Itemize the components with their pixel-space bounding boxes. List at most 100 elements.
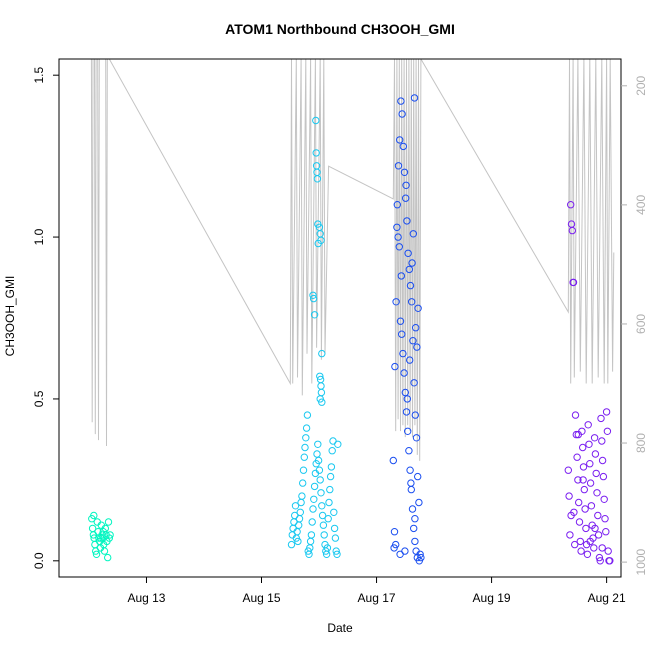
data-point bbox=[575, 518, 584, 526]
x-tick-label: Aug 17 bbox=[358, 591, 396, 605]
data-point bbox=[414, 304, 422, 312]
data-point bbox=[389, 456, 397, 465]
data-point bbox=[408, 259, 416, 267]
right-y-tick-label: 400 bbox=[634, 195, 648, 215]
data-point bbox=[301, 443, 309, 452]
data-point bbox=[100, 547, 109, 555]
data-point bbox=[310, 495, 318, 503]
data-point bbox=[571, 411, 580, 419]
data-point bbox=[306, 537, 315, 546]
data-point bbox=[567, 201, 575, 209]
data-point bbox=[287, 540, 296, 549]
data-point bbox=[402, 194, 410, 202]
data-point bbox=[581, 505, 589, 513]
altitude-trace-line bbox=[90, 59, 615, 461]
data-point bbox=[567, 511, 575, 520]
y-tick-label: 0.5 bbox=[32, 390, 46, 407]
data-point bbox=[408, 505, 417, 513]
data-point bbox=[410, 524, 418, 533]
altitude-trace-layer bbox=[90, 59, 615, 461]
data-point bbox=[398, 110, 406, 118]
data-point bbox=[309, 291, 317, 299]
x-tick-label: Aug 21 bbox=[588, 591, 626, 605]
data-point bbox=[583, 550, 592, 558]
data-point bbox=[99, 528, 108, 536]
data-point bbox=[313, 175, 322, 183]
data-point bbox=[577, 547, 585, 555]
data-point bbox=[413, 343, 421, 351]
data-point bbox=[297, 498, 305, 507]
data-point bbox=[411, 411, 419, 419]
data-point bbox=[591, 524, 599, 533]
data-point bbox=[334, 440, 342, 448]
data-point bbox=[604, 547, 612, 555]
x-axis: Aug 13 Aug 15 Aug 17 Aug 19 Aug 21 bbox=[127, 577, 626, 605]
data-point bbox=[392, 298, 400, 306]
data-point bbox=[326, 472, 335, 481]
data-point bbox=[399, 349, 407, 358]
data-point bbox=[585, 440, 593, 448]
data-point bbox=[318, 511, 327, 520]
data-point bbox=[576, 537, 584, 546]
data-point bbox=[302, 424, 311, 432]
data-point bbox=[401, 547, 409, 555]
data-point bbox=[579, 443, 587, 452]
data-point bbox=[412, 324, 420, 332]
data-point bbox=[598, 437, 606, 445]
right-y-tick-label: 200 bbox=[634, 75, 648, 95]
y-tick-label: 1.5 bbox=[32, 67, 46, 84]
data-point bbox=[105, 534, 114, 542]
data-point bbox=[317, 388, 326, 397]
data-point bbox=[410, 94, 419, 102]
data-point bbox=[579, 476, 587, 484]
data-point bbox=[568, 226, 576, 235]
data-point bbox=[104, 553, 112, 562]
data-point bbox=[307, 531, 316, 539]
data-point bbox=[597, 414, 605, 423]
data-point bbox=[603, 427, 612, 435]
data-point bbox=[90, 511, 98, 520]
data-point bbox=[571, 540, 579, 549]
data-point bbox=[328, 447, 336, 455]
data-point bbox=[293, 528, 301, 536]
data-point bbox=[314, 440, 322, 448]
data-point bbox=[316, 395, 324, 403]
data-point bbox=[572, 430, 580, 439]
data-point bbox=[594, 531, 603, 539]
data-point bbox=[302, 434, 310, 442]
y-tick-label: 1.0 bbox=[32, 228, 46, 245]
data-point bbox=[575, 498, 583, 507]
data-point bbox=[596, 557, 604, 565]
data-point bbox=[330, 524, 339, 533]
data-point bbox=[404, 427, 412, 435]
data-point bbox=[586, 479, 595, 487]
data-point bbox=[396, 136, 404, 144]
data-point bbox=[414, 472, 422, 481]
plot-frame bbox=[58, 58, 622, 578]
data-point bbox=[411, 515, 419, 523]
data-point bbox=[106, 531, 114, 539]
data-point bbox=[394, 233, 402, 241]
data-point bbox=[320, 531, 328, 539]
data-point bbox=[400, 369, 408, 377]
data-point bbox=[394, 162, 403, 170]
x-axis-label: Date bbox=[327, 621, 353, 635]
data-point bbox=[584, 421, 592, 429]
data-point bbox=[599, 472, 608, 481]
data-point bbox=[579, 463, 588, 471]
data-point bbox=[316, 476, 324, 484]
data-point bbox=[405, 447, 413, 455]
data-point bbox=[606, 557, 614, 565]
data-point bbox=[591, 450, 600, 458]
data-point bbox=[300, 453, 308, 461]
data-point bbox=[397, 97, 405, 105]
data-point bbox=[332, 547, 340, 555]
data-point bbox=[295, 521, 303, 529]
data-point bbox=[573, 453, 581, 461]
data-point bbox=[396, 317, 405, 325]
data-point bbox=[574, 430, 582, 439]
data-point bbox=[395, 243, 403, 251]
data-point bbox=[417, 553, 425, 562]
data-point bbox=[291, 502, 300, 510]
